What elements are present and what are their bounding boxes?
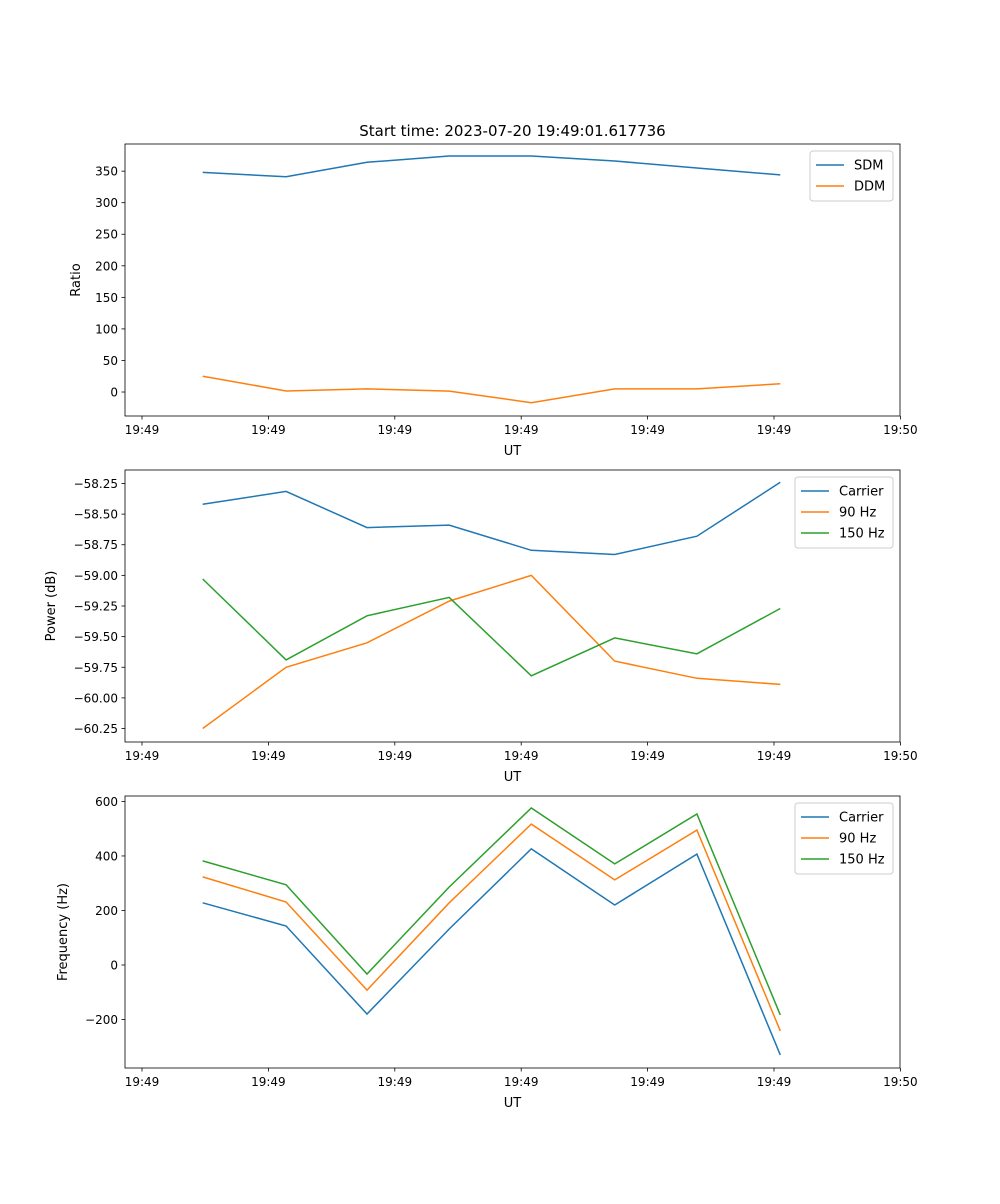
y-tick-label: −59.75 xyxy=(74,661,118,675)
series-line-90-hz xyxy=(202,574,781,730)
x-tick-label: 19:49 xyxy=(504,423,539,437)
y-axis-label: Power (dB) xyxy=(44,571,59,642)
legend-box xyxy=(809,150,894,202)
series-line-carrier xyxy=(202,481,781,556)
axes-frame xyxy=(124,143,901,417)
y-tick-label: 300 xyxy=(95,196,118,210)
y-tick-label: −58.25 xyxy=(74,477,118,491)
x-tick-label: 19:49 xyxy=(630,1075,665,1089)
legend-label: Carrier xyxy=(839,485,884,500)
x-tick-label: 19:49 xyxy=(757,749,792,763)
axes-frame xyxy=(124,469,901,743)
series-line-150-hz xyxy=(202,807,781,1016)
legend-label: SDM xyxy=(854,159,883,174)
y-axis-label: Ratio xyxy=(69,263,84,296)
x-tick-label: 19:49 xyxy=(504,1075,539,1089)
x-tick-label: 19:49 xyxy=(630,423,665,437)
y-tick-label: 150 xyxy=(95,291,118,305)
y-tick-label: 200 xyxy=(95,259,118,273)
chart-title: Start time: 2023-07-20 19:49:01.617736 xyxy=(359,122,665,140)
legend-label: 150 Hz xyxy=(839,527,885,542)
x-tick-label: 19:49 xyxy=(757,423,792,437)
y-tick-label: 0 xyxy=(110,386,118,400)
y-tick-label: 400 xyxy=(95,849,118,863)
legend-box xyxy=(794,476,894,549)
axes-frame xyxy=(124,795,901,1069)
y-tick-label: −59.00 xyxy=(74,569,118,583)
x-axis-label: UT xyxy=(504,1096,522,1111)
x-tick-label: 19:49 xyxy=(378,749,413,763)
series-line-sdm xyxy=(202,155,781,178)
x-tick-label: 19:50 xyxy=(883,423,918,437)
y-tick-label: −60.25 xyxy=(74,722,118,736)
x-axis-label: UT xyxy=(504,444,522,459)
x-tick-label: 19:49 xyxy=(251,1075,286,1089)
legend-label: Carrier xyxy=(839,811,884,826)
series-line-ddm xyxy=(202,375,781,404)
y-tick-label: −58.75 xyxy=(74,538,118,552)
y-tick-label: 100 xyxy=(95,322,118,336)
y-axis-label: Frequency (Hz) xyxy=(56,883,71,981)
y-tick-label: 250 xyxy=(95,228,118,242)
y-tick-label: 0 xyxy=(110,958,118,972)
y-tick-label: −58.50 xyxy=(74,508,118,522)
x-axis-label: UT xyxy=(504,770,522,785)
legend-label: 90 Hz xyxy=(839,832,876,847)
x-tick-label: 19:49 xyxy=(504,749,539,763)
y-tick-label: −59.50 xyxy=(74,630,118,644)
x-tick-label: 19:49 xyxy=(378,1075,413,1089)
series-line-150-hz xyxy=(202,578,781,677)
legend-label: 90 Hz xyxy=(839,506,876,521)
x-tick-label: 19:50 xyxy=(883,1075,918,1089)
legend-label: DDM xyxy=(854,180,885,195)
x-tick-label: 19:49 xyxy=(125,1075,160,1089)
y-tick-label: 50 xyxy=(103,354,118,368)
x-tick-label: 19:49 xyxy=(757,1075,792,1089)
x-tick-label: 19:49 xyxy=(125,749,160,763)
y-tick-label: 200 xyxy=(95,904,118,918)
y-tick-label: 600 xyxy=(95,795,118,809)
x-tick-label: 19:49 xyxy=(125,423,160,437)
y-tick-label: −60.00 xyxy=(74,691,118,705)
x-tick-label: 19:49 xyxy=(251,749,286,763)
y-tick-label: −59.25 xyxy=(74,600,118,614)
x-tick-label: 19:49 xyxy=(251,423,286,437)
y-tick-label: −200 xyxy=(85,1013,118,1027)
x-tick-label: 19:50 xyxy=(883,749,918,763)
x-tick-label: 19:49 xyxy=(378,423,413,437)
x-tick-label: 19:49 xyxy=(630,749,665,763)
legend-label: 150 Hz xyxy=(839,853,885,868)
series-line-carrier xyxy=(202,847,781,1056)
legend-box xyxy=(794,802,894,875)
series-line-90-hz xyxy=(202,823,781,1032)
y-tick-label: 350 xyxy=(95,165,118,179)
